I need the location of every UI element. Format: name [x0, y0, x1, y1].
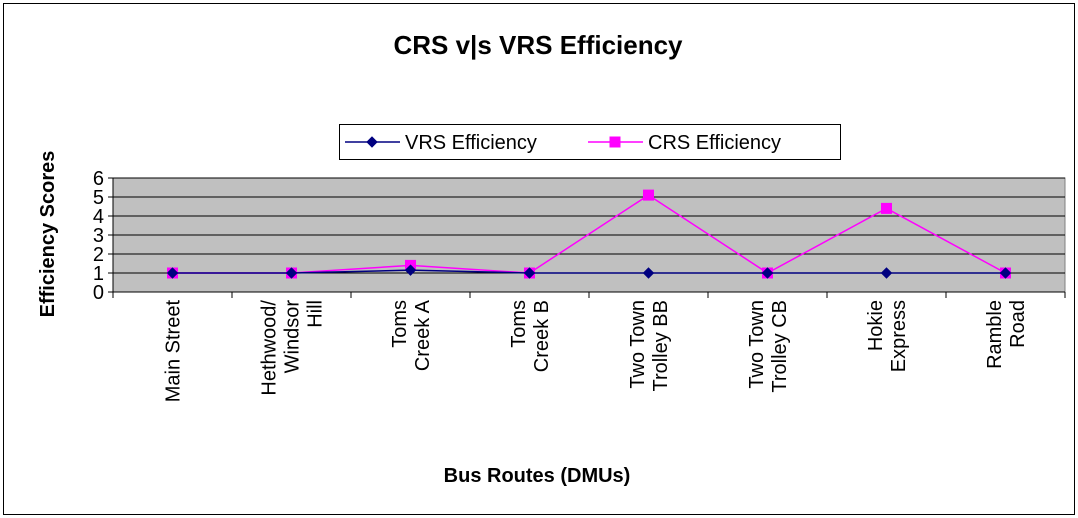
marker [761, 267, 774, 279]
x-tick-label: Main Street [163, 300, 185, 403]
x-tick-label: Hethwood/WindsorHill [259, 300, 327, 396]
y-tick-label: 4 [93, 206, 104, 228]
x-tick-label: HokieExpress [865, 300, 910, 372]
legend-label: CRS Efficiency [648, 132, 781, 154]
x-tick-label: TomsCreek A [389, 299, 434, 371]
x-tick-label: RambleRoad [984, 300, 1029, 369]
marker [999, 267, 1012, 279]
y-tick-label: 3 [93, 225, 104, 247]
y-tick-label: 2 [93, 244, 104, 266]
x-tick-label: Two TownTrolley BB [627, 300, 672, 392]
x-axis-title: Bus Routes (DMUs) [444, 465, 631, 487]
legend-marker [366, 136, 378, 148]
marker [643, 189, 654, 201]
x-tick-label: TomsCreek B [508, 300, 553, 372]
y-tick-label: 0 [93, 282, 104, 304]
y-tick-label: 1 [93, 263, 104, 285]
marker [523, 267, 536, 279]
x-tick-label: Two TownTrolley CB [746, 300, 791, 393]
legend-label: VRS Efficiency [405, 132, 537, 154]
legend-marker [609, 136, 621, 148]
y-tick-label: 5 [93, 187, 104, 209]
marker [166, 267, 179, 279]
marker [285, 267, 298, 279]
series-line [172, 194, 1006, 274]
y-tick-label: 6 [93, 168, 104, 190]
series-line [172, 269, 1006, 274]
chart-title: CRS v|s VRS Efficiency [393, 30, 683, 60]
marker [881, 202, 892, 214]
marker [880, 267, 893, 279]
marker [404, 264, 417, 276]
y-axis-title: Efficiency Scores [37, 151, 59, 318]
marker [642, 267, 655, 279]
